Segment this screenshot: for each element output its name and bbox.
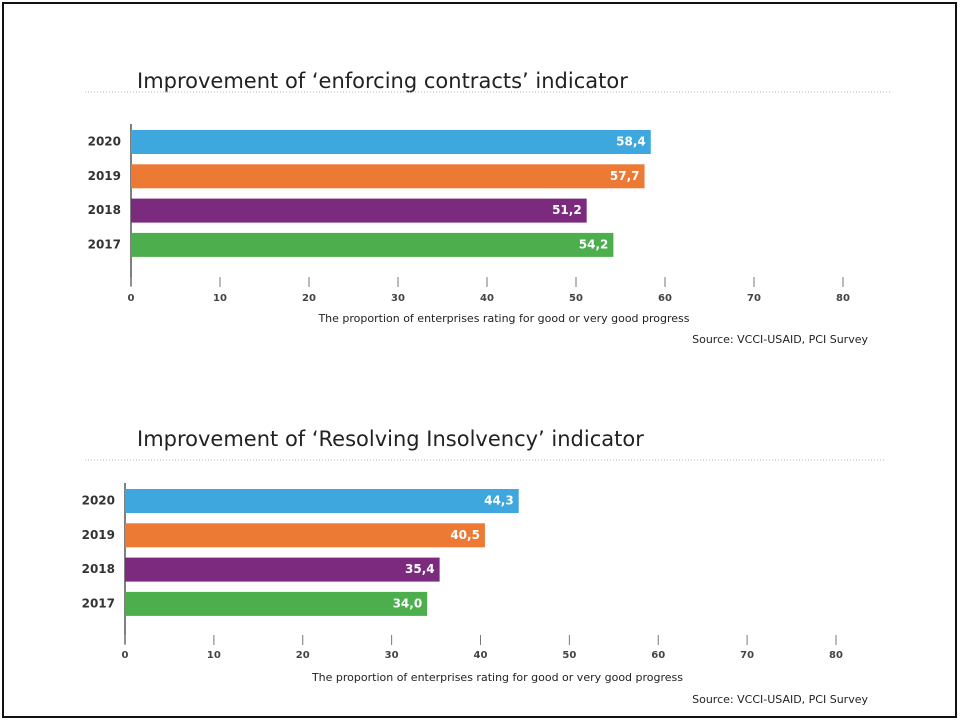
category-label: 2017	[88, 237, 121, 251]
category-label: 2017	[82, 596, 115, 610]
x-tick-label: 20	[296, 650, 310, 661]
x-tick-label: 0	[128, 293, 135, 304]
category-label: 2020	[88, 135, 121, 149]
value-label: 58,4	[616, 135, 646, 149]
source-note: Source: VCCI-USAID, PCI Survey	[692, 693, 868, 706]
x-tick-label: 0	[122, 650, 129, 661]
x-tick-label: 30	[391, 293, 405, 304]
category-label: 2019	[82, 528, 115, 542]
x-tick-label: 30	[385, 650, 399, 661]
bar	[125, 557, 440, 582]
x-tick-label: 50	[562, 650, 576, 661]
bar	[131, 164, 645, 189]
value-label: 44,3	[484, 494, 514, 508]
x-tick-label: 40	[480, 293, 494, 304]
value-label: 40,5	[450, 528, 480, 542]
x-tick-label: 80	[829, 650, 843, 661]
value-label: 57,7	[610, 169, 640, 183]
category-label: 2019	[88, 169, 121, 183]
bar	[125, 523, 485, 548]
value-label: 54,2	[579, 237, 609, 251]
chart-title: Improvement of ‘Resolving Insolvency’ in…	[137, 427, 644, 451]
category-label: 2020	[82, 494, 115, 508]
source-note: Source: VCCI-USAID, PCI Survey	[692, 333, 868, 346]
x-tick-label: 60	[651, 650, 665, 661]
x-tick-label: 40	[474, 650, 488, 661]
value-label: 34,0	[393, 596, 423, 610]
bar	[125, 489, 519, 513]
x-tick-label: 10	[213, 293, 227, 304]
x-axis-label: The proportion of enterprises rating for…	[311, 671, 683, 684]
x-tick-label: 60	[658, 293, 672, 304]
value-label: 35,4	[405, 562, 435, 576]
x-tick-label: 10	[207, 650, 221, 661]
x-tick-label: 70	[747, 293, 761, 304]
x-tick-label: 80	[836, 293, 850, 304]
bar	[131, 232, 614, 257]
x-tick-label: 70	[740, 650, 754, 661]
x-axis-label: The proportion of enterprises rating for…	[317, 312, 689, 325]
category-label: 2018	[82, 562, 115, 576]
x-tick-label: 20	[302, 293, 316, 304]
chart-title: Improvement of ‘enforcing contracts’ ind…	[137, 69, 628, 93]
x-tick-label: 50	[569, 293, 583, 304]
bar	[125, 591, 428, 616]
category-label: 2018	[88, 203, 121, 217]
bar	[131, 130, 651, 154]
bar	[131, 198, 587, 223]
value-label: 51,2	[552, 203, 582, 217]
